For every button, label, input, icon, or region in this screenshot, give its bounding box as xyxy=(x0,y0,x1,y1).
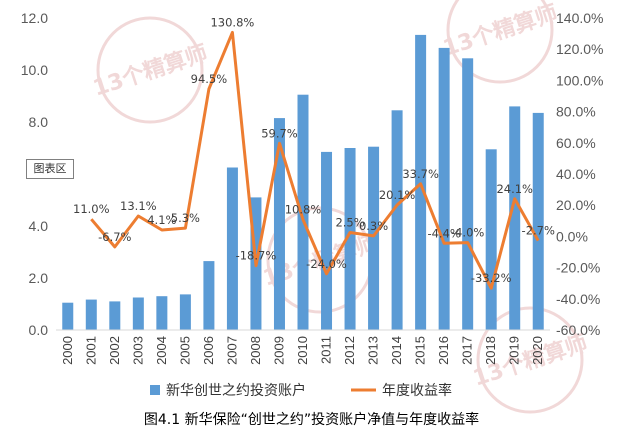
data-label-2002: -6.7% xyxy=(98,230,131,244)
bar-2007 xyxy=(226,167,238,330)
y-right-tick: 100.0% xyxy=(556,72,603,88)
data-label-2019: 24.1% xyxy=(496,182,533,196)
data-label-2010: 10.8% xyxy=(285,203,322,217)
y-right-tick: -40.0% xyxy=(556,291,600,307)
data-label-2017: -4.0% xyxy=(451,226,484,240)
x-tick-2010: 2010 xyxy=(295,336,310,365)
bar-2017 xyxy=(462,58,474,331)
figure-caption: 图4.1 新华保险“创世之约”投资账户净值与年度收益率 xyxy=(144,411,479,428)
data-label-2005: 5.3% xyxy=(171,211,200,225)
bar-2001 xyxy=(85,299,97,330)
y-right-tick: 0.0% xyxy=(556,228,588,244)
chart-area-tag: 图表区 xyxy=(26,159,74,179)
y-right-tick: -60.0% xyxy=(556,322,600,338)
bar-2019 xyxy=(509,106,521,331)
data-label-2007: 130.8% xyxy=(210,15,254,29)
x-tick-2000: 2000 xyxy=(60,336,75,365)
bar-2009 xyxy=(273,118,285,330)
x-tick-2016: 2016 xyxy=(436,336,451,365)
y-left-tick: 8.0 xyxy=(29,114,49,130)
y-axis-left: 0.02.04.06.08.010.012.0 xyxy=(21,10,48,338)
y-right-tick: 20.0% xyxy=(556,197,596,213)
data-label-2020: -2.7% xyxy=(522,224,555,238)
x-tick-2004: 2004 xyxy=(154,336,169,365)
data-label-2001: 11.0% xyxy=(73,202,110,216)
data-label-2018: -33.2% xyxy=(471,271,512,285)
x-tick-2003: 2003 xyxy=(130,336,145,365)
data-label-2008: -18.7% xyxy=(236,249,277,263)
bar-2004 xyxy=(156,296,168,330)
y-left-tick: 10.0 xyxy=(21,62,48,78)
x-tick-2007: 2007 xyxy=(224,336,239,365)
data-label-2003: 13.1% xyxy=(120,199,157,213)
x-tick-2014: 2014 xyxy=(389,336,404,365)
y-left-tick: 2.0 xyxy=(29,270,49,286)
x-tick-2005: 2005 xyxy=(177,336,192,365)
x-tick-2019: 2019 xyxy=(507,336,522,365)
bar-2000 xyxy=(62,302,74,330)
x-tick-2006: 2006 xyxy=(201,336,216,365)
x-tick-2011: 2011 xyxy=(319,336,334,364)
y-right-tick: 80.0% xyxy=(556,104,596,120)
data-label-2015: 33.7% xyxy=(402,167,439,181)
bar-2006 xyxy=(203,261,215,330)
x-tick-2009: 2009 xyxy=(271,336,286,365)
bar-2003 xyxy=(132,297,144,330)
x-tick-2013: 2013 xyxy=(366,336,381,365)
legend-bar-label: 新华创世之约投资账户 xyxy=(166,382,306,399)
line-series xyxy=(90,30,540,290)
bar-2016 xyxy=(438,47,450,331)
y-right-tick: 120.0% xyxy=(556,41,603,57)
bar-2018 xyxy=(485,149,497,330)
x-tick-2012: 2012 xyxy=(342,336,357,365)
bar-2010 xyxy=(297,94,309,330)
data-label-2004: 4.1% xyxy=(147,213,176,227)
y-left-tick: 0.0 xyxy=(29,322,49,338)
watermark-seal xyxy=(446,0,554,84)
bar-2002 xyxy=(109,301,121,330)
data-label-2014: 20.1% xyxy=(379,188,416,202)
legend-bar-swatch xyxy=(150,385,160,395)
data-label-2012: 2.5% xyxy=(335,216,364,230)
y-right-tick: 40.0% xyxy=(556,166,596,182)
data-label-2006: 94.5% xyxy=(191,72,228,86)
y-left-tick: 12.0 xyxy=(21,10,48,26)
bar-2012 xyxy=(344,148,356,330)
x-tick-2008: 2008 xyxy=(248,336,263,365)
data-label-2011: -24.0% xyxy=(306,257,347,271)
y-right-tick: 60.0% xyxy=(556,135,596,151)
y-right-tick: -20.0% xyxy=(556,260,600,276)
x-tick-2001: 2001 xyxy=(83,336,98,365)
bar-2014 xyxy=(391,110,403,330)
data-label-2009: 59.7% xyxy=(261,126,298,140)
watermark-seal xyxy=(96,16,204,124)
return-line xyxy=(90,30,540,290)
legend-line-label: 年度收益率 xyxy=(382,382,452,399)
y-right-tick: 140.0% xyxy=(556,10,603,26)
y-axis-right: -60.0% -40.0% -20.0% 0.0% 20.0% 40.0% 60.0% 80.… xyxy=(556,10,603,338)
data-label-2013: 0.3% xyxy=(359,219,388,233)
data-label-2016: -4.4% xyxy=(427,226,460,240)
data-labels: 11.0% -6.7% 13.1%4.1%5.3% 94.5% 130.8% -18.7%… xyxy=(73,15,555,285)
x-tick-2002: 2002 xyxy=(107,336,122,365)
x-tick-2020: 2020 xyxy=(530,336,545,365)
x-axis: 2000 2001 2002 2003 2004 2005 2006 2007 2008 2009… xyxy=(56,329,550,365)
x-tick-2015: 2015 xyxy=(413,336,428,365)
bar-2005 xyxy=(179,294,191,330)
bar-2020 xyxy=(532,112,544,331)
bar-2011 xyxy=(321,151,333,330)
y-left-tick: 4.0 xyxy=(29,218,49,234)
watermark-seal xyxy=(476,306,584,414)
x-tick-2018: 2018 xyxy=(483,336,498,365)
x-tick-2017: 2017 xyxy=(460,336,475,365)
bar-2013 xyxy=(368,146,380,330)
legend: 新华创世之约投资账户 年度收益率 xyxy=(150,382,452,399)
